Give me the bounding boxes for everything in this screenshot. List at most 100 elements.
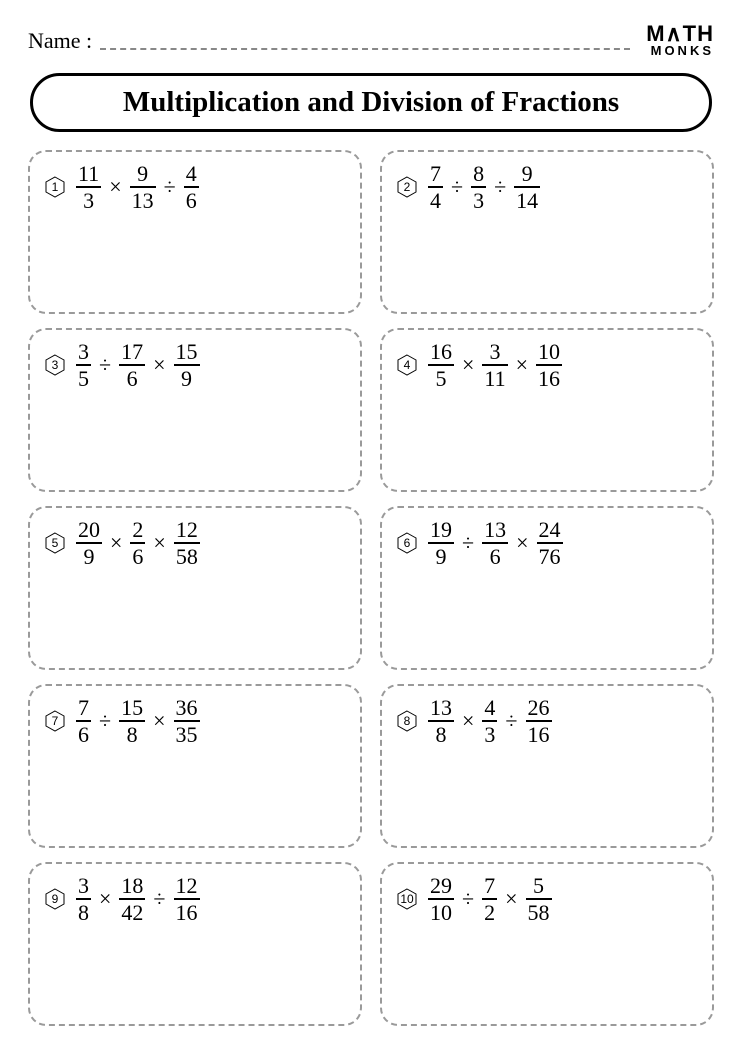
denominator: 16 [526, 723, 552, 746]
division-operator: ÷ [461, 530, 475, 556]
times-operator: × [152, 530, 166, 556]
fraction: 38 [76, 874, 91, 924]
logo: M∧TH MONKS [646, 24, 714, 57]
fraction: 311 [482, 340, 507, 390]
division-operator: ÷ [163, 174, 177, 200]
problem-card: 274÷83÷914 [380, 150, 714, 314]
numerator: 13 [482, 518, 508, 541]
title-container: Multiplication and Division of Fractions [30, 73, 712, 132]
denominator: 2 [482, 901, 497, 924]
numerator: 7 [428, 162, 443, 185]
division-operator: ÷ [152, 886, 166, 912]
numerator: 17 [119, 340, 145, 363]
denominator: 9 [434, 545, 449, 568]
expression: 199÷136×2476 [428, 518, 563, 568]
problem-row: 776÷158×3635 [44, 696, 346, 746]
problem-row: 8138×43÷2616 [396, 696, 698, 746]
numerator: 9 [135, 162, 150, 185]
numerator: 29 [428, 874, 454, 897]
question-number: 2 [404, 180, 411, 194]
fraction: 2616 [526, 696, 552, 746]
numerator: 8 [471, 162, 486, 185]
numerator: 7 [76, 696, 91, 719]
denominator: 58 [526, 901, 552, 924]
fraction: 35 [76, 340, 91, 390]
denominator: 42 [119, 901, 145, 924]
division-operator: ÷ [461, 886, 475, 912]
numerator: 2 [130, 518, 145, 541]
question-number: 6 [404, 536, 411, 550]
times-operator: × [108, 174, 122, 200]
question-number: 1 [52, 180, 59, 194]
fraction: 3635 [174, 696, 200, 746]
problem-card: 938×1842÷1216 [28, 862, 362, 1026]
denominator: 8 [434, 723, 449, 746]
fraction: 209 [76, 518, 102, 568]
problem-card: 8138×43÷2616 [380, 684, 714, 848]
fraction: 165 [428, 340, 454, 390]
question-number: 8 [404, 714, 411, 728]
problem-card: 335÷176×159 [28, 328, 362, 492]
numerator: 19 [428, 518, 454, 541]
times-operator: × [461, 708, 475, 734]
numerator: 26 [526, 696, 552, 719]
fraction: 46 [184, 162, 199, 212]
fraction: 1216 [174, 874, 200, 924]
question-number-badge: 9 [44, 888, 66, 910]
denominator: 3 [81, 189, 96, 212]
denominator: 6 [488, 545, 503, 568]
numerator: 15 [174, 340, 200, 363]
fraction: 159 [174, 340, 200, 390]
expression: 2910÷72×558 [428, 874, 552, 924]
denominator: 76 [537, 545, 563, 568]
denominator: 4 [428, 189, 443, 212]
expression: 11 3 × 9 13 ÷ 46 [76, 162, 199, 212]
times-operator: × [152, 352, 166, 378]
fraction: 2910 [428, 874, 454, 924]
question-number: 9 [52, 892, 59, 906]
expression: 209×26×1258 [76, 518, 200, 568]
numerator: 15 [119, 696, 145, 719]
expression: 165×311×1016 [428, 340, 562, 390]
problems-grid: 1113×913÷46274÷83÷914335÷176×1594165×311… [28, 150, 714, 1026]
denominator: 11 [482, 367, 507, 390]
numerator: 12 [174, 518, 200, 541]
problem-row: 274÷83÷914 [396, 162, 698, 212]
question-number: 3 [52, 358, 59, 372]
fraction: 83 [471, 162, 486, 212]
numerator: 24 [537, 518, 563, 541]
denominator: 6 [125, 367, 140, 390]
numerator: 12 [174, 874, 200, 897]
problem-card: 1113×913÷46 [28, 150, 362, 314]
denominator: 13 [130, 189, 156, 212]
numerator: 3 [488, 340, 503, 363]
times-operator: × [152, 708, 166, 734]
problem-card: 6199÷136×2476 [380, 506, 714, 670]
expression: 138×43÷2616 [428, 696, 552, 746]
problem-row: 4165×311×1016 [396, 340, 698, 390]
fraction: 1258 [174, 518, 200, 568]
numerator: 4 [482, 696, 497, 719]
expression: 38×1842÷1216 [76, 874, 200, 924]
times-operator: × [515, 352, 529, 378]
page-title: Multiplication and Division of Fractions [61, 86, 681, 119]
denominator: 8 [76, 901, 91, 924]
name-input-line[interactable] [100, 48, 630, 50]
fraction: 158 [119, 696, 145, 746]
denominator: 35 [174, 723, 200, 746]
name-label: Name : [28, 28, 92, 54]
fraction: 199 [428, 518, 454, 568]
numerator: 9 [520, 162, 535, 185]
division-operator: ÷ [493, 174, 507, 200]
fraction: 43 [482, 696, 497, 746]
problem-card: 5209×26×1258 [28, 506, 362, 670]
problem-row: 938×1842÷1216 [44, 874, 346, 924]
denominator: 3 [471, 189, 486, 212]
numerator: 11 [76, 162, 101, 185]
denominator: 14 [514, 189, 540, 212]
expression: 74÷83÷914 [428, 162, 540, 212]
denominator: 6 [184, 189, 199, 212]
fraction: 176 [119, 340, 145, 390]
question-number-badge: 5 [44, 532, 66, 554]
problem-row: 5209×26×1258 [44, 518, 346, 568]
